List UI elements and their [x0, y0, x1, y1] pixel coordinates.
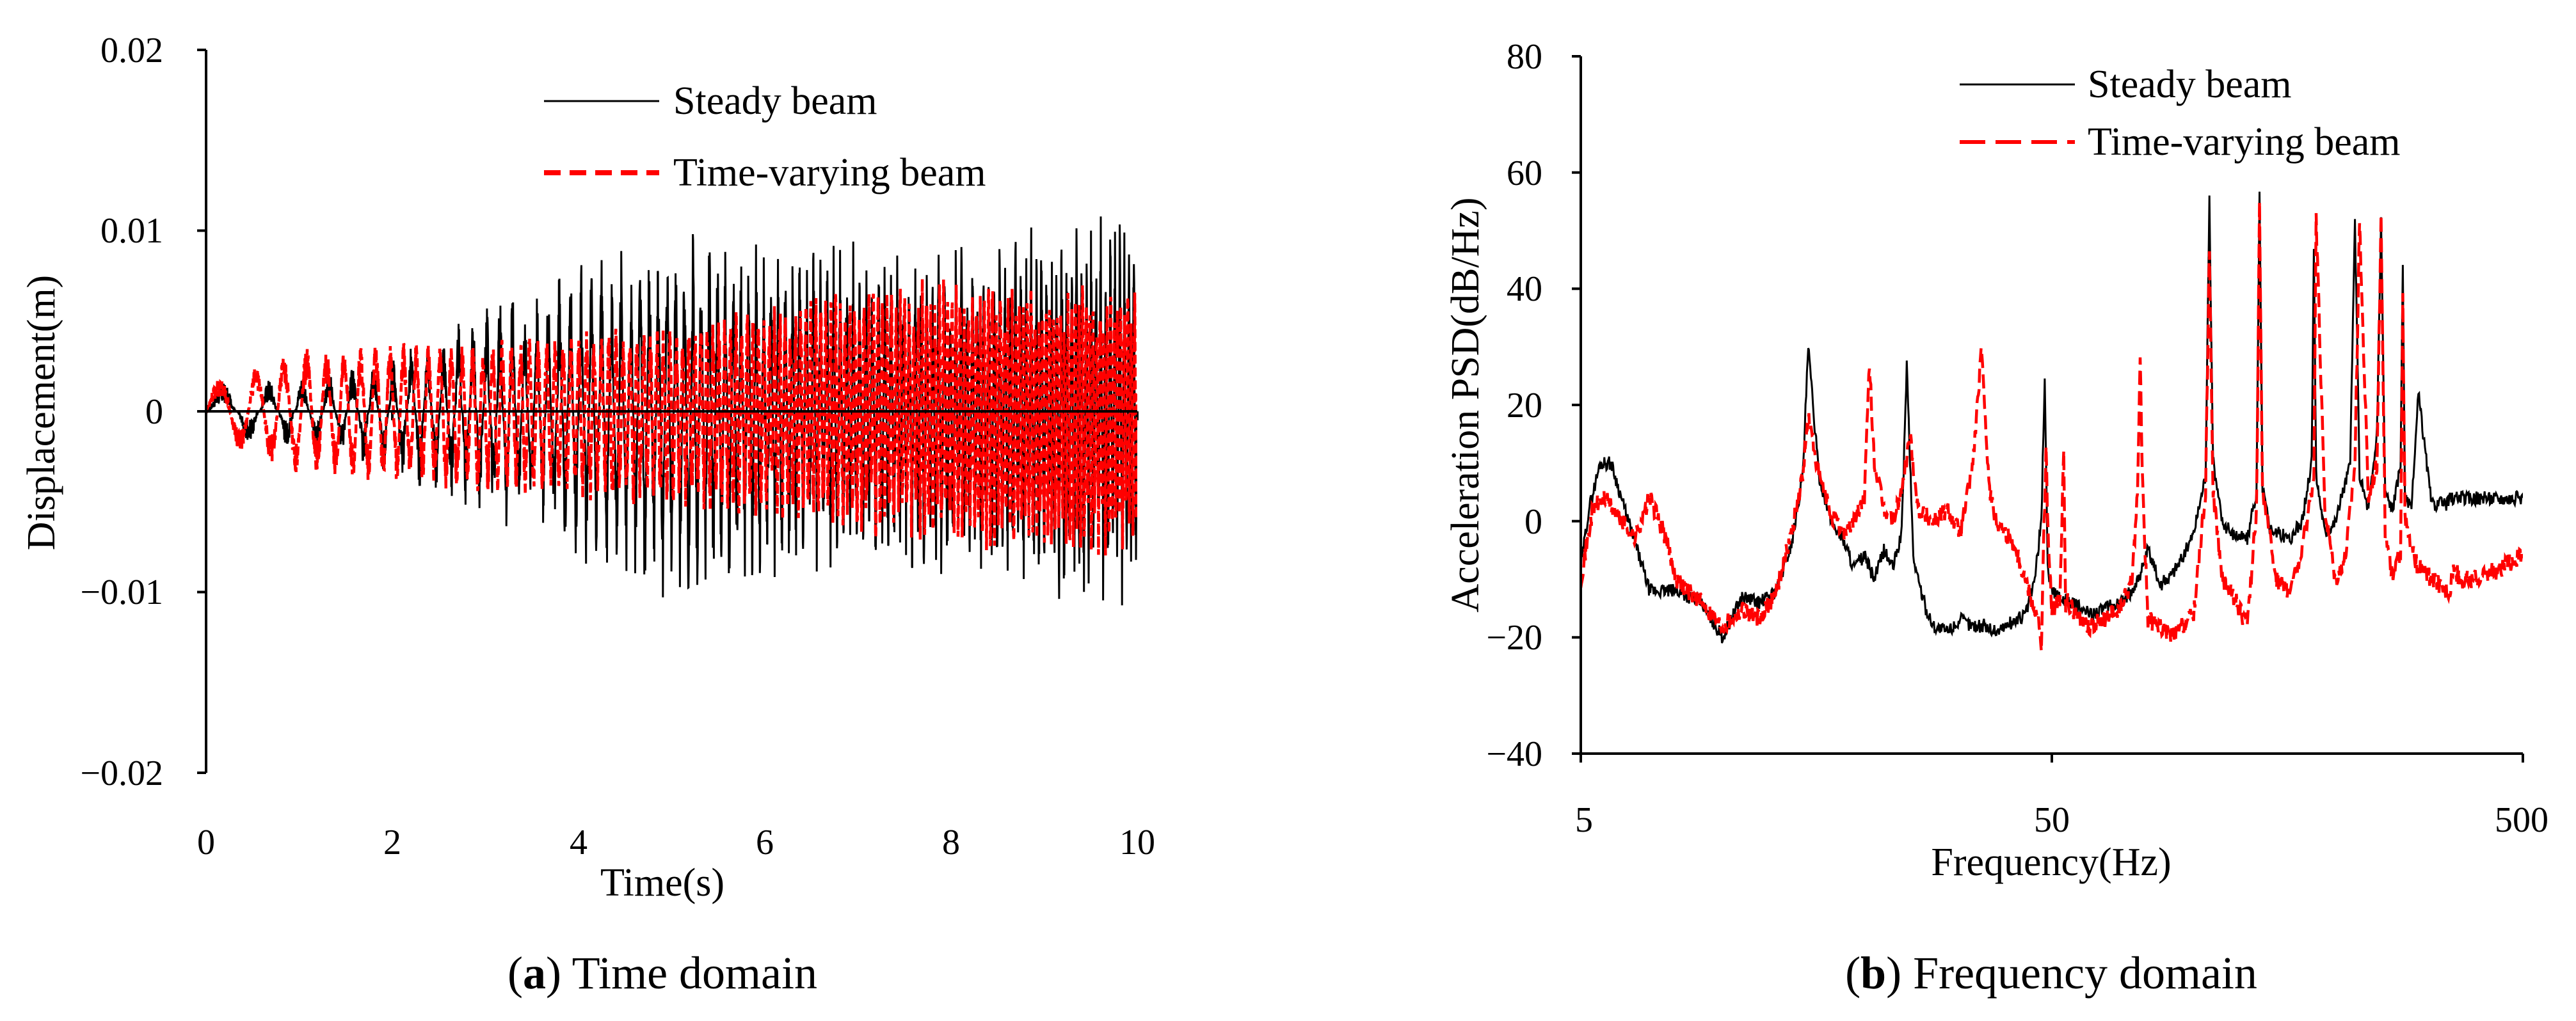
series-line-time-varying-beam-psd — [1581, 201, 2523, 652]
panel-b-tick-y-0: −40 — [1486, 734, 1542, 774]
panel-b-tick-x-2: 500 — [2495, 800, 2548, 840]
panel-a-y-label: Displacement(m) — [20, 275, 63, 550]
panel-b-x-label: Frequency(Hz) — [1931, 841, 2171, 884]
panel-b-tick-x-1: 50 — [2034, 800, 2070, 840]
panel-b-plot-area — [1581, 191, 2523, 652]
panel-b-tick-y-6: 80 — [1507, 37, 1542, 77]
panel-a-tick-y-0: 0.02 — [100, 31, 163, 70]
panel-a-caption-letter: a — [523, 947, 546, 999]
panel-a-tick-x-3: 6 — [756, 823, 774, 862]
panel-a-tick-y-2: 0 — [145, 392, 163, 432]
panel-b-caption-letter: b — [1860, 947, 1886, 999]
panel-a-tick-x-4: 8 — [942, 823, 960, 862]
panel-a-tick-x-1: 2 — [383, 823, 401, 862]
panel-b-caption: (b) Frequency domain — [1845, 947, 2257, 999]
panel-a-tick-x-0: 0 — [197, 823, 215, 862]
panel-a-caption-text: ) Time domain — [546, 947, 817, 999]
legend-b-label-tv: Time-varying beam — [2088, 120, 2400, 164]
panel-a-caption: (a) Time domain — [508, 947, 817, 999]
panel-a-tick-y-3: −0.01 — [80, 573, 163, 612]
panel-b-tick-y-5: 60 — [1507, 154, 1542, 193]
series-line-time-varying-beam — [206, 279, 1137, 556]
panel-a-tick-x-2: 4 — [570, 823, 588, 862]
panel-a-tick-y-4: −0.02 — [80, 754, 163, 793]
panel-b-tick-y-4: 40 — [1507, 269, 1542, 309]
panel-a-tick-y-1: 0.01 — [100, 211, 163, 251]
panel-b-tick-y-1: −20 — [1486, 618, 1542, 658]
panel-a: 0.02 0.01 0 −0.01 −0.02 0 2 4 6 8 10 Tim… — [20, 31, 1155, 999]
panel-b: −40 −20 0 20 40 60 80 5 50 500 Frequency… — [1444, 37, 2548, 999]
panel-b-ticks — [1572, 55, 2524, 763]
panel-a-tick-x-5: 10 — [1119, 823, 1155, 862]
panel-b-tick-y-2: 0 — [1524, 502, 1542, 542]
panel-a-x-label: Time(s) — [600, 861, 724, 905]
panel-b-y-label: Acceleration PSD(dB/Hz) — [1444, 197, 1487, 612]
panel-b-caption-text: ) Frequency domain — [1886, 947, 2257, 999]
legend-b-label-steady: Steady beam — [2088, 63, 2292, 106]
panel-b-tick-y-3: 20 — [1507, 386, 1542, 425]
legend-a-label-tv: Time-varying beam — [673, 151, 986, 194]
legend-a-label-steady: Steady beam — [673, 79, 877, 123]
panel-b-tick-x-0: 5 — [1575, 800, 1593, 840]
